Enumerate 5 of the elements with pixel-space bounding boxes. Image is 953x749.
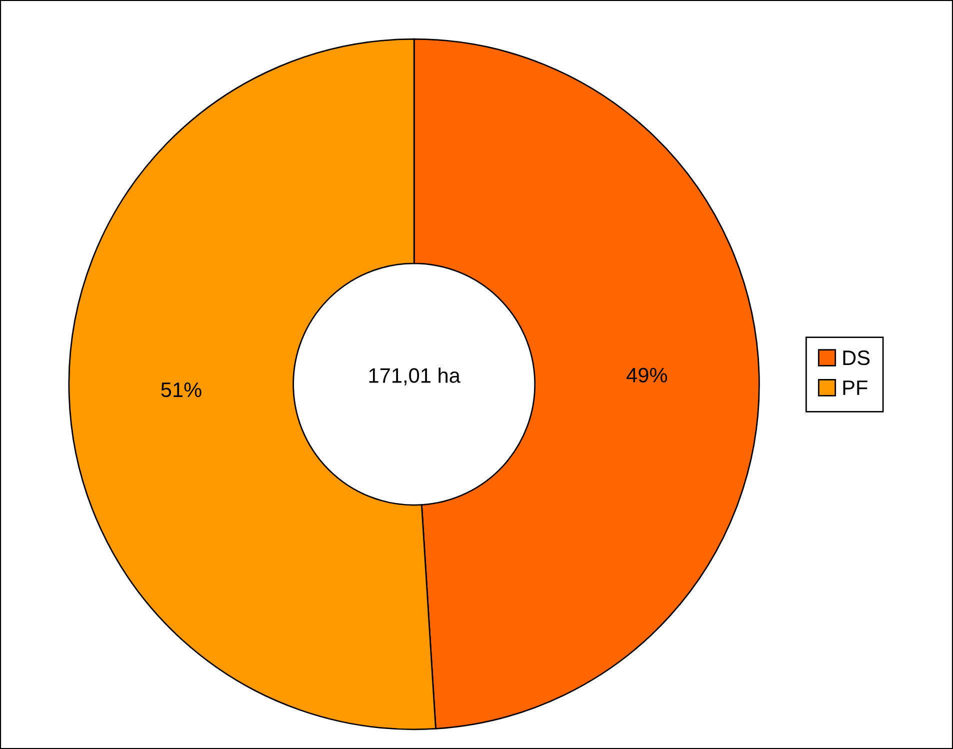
- data-label: 51%: [161, 382, 202, 398]
- text: 171,01 ha: [369, 368, 460, 386]
- legend-label: PF: [843, 380, 868, 395]
- legend-label: DS: [843, 350, 870, 366]
- data-label: 49%: [626, 368, 668, 383]
